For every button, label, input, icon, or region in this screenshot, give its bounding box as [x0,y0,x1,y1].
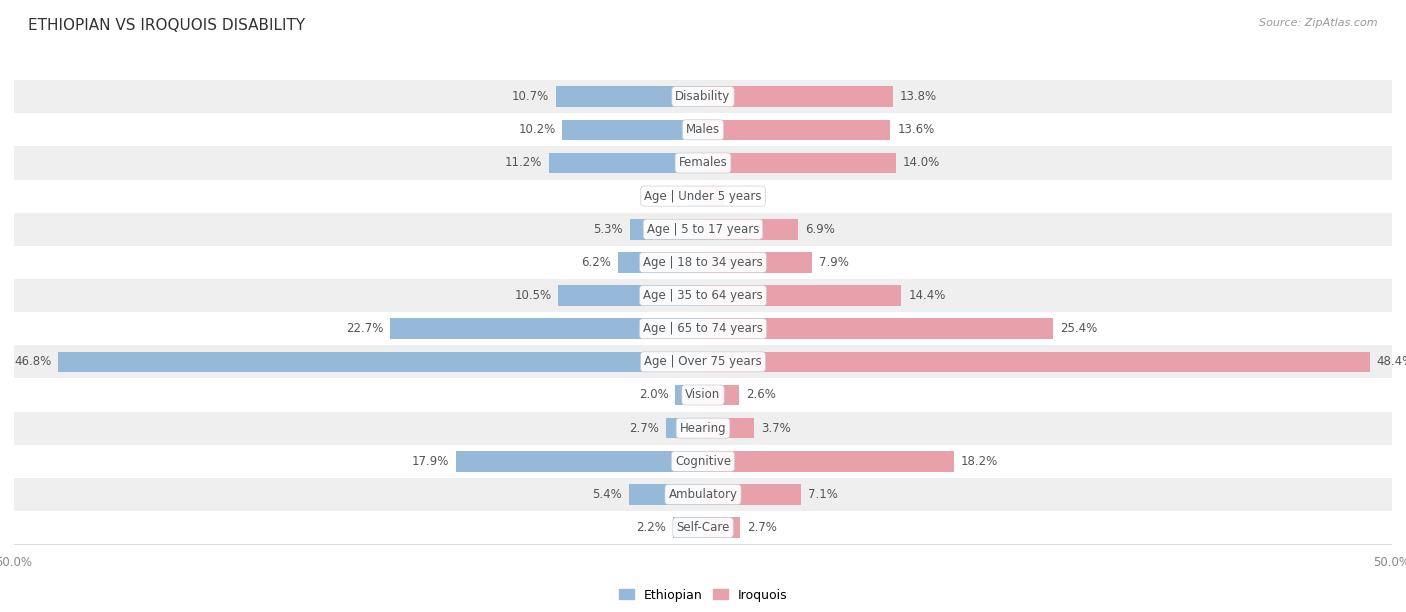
Text: 6.2%: 6.2% [581,256,610,269]
Bar [558,285,703,306]
Text: Vision: Vision [685,389,721,401]
Text: 46.8%: 46.8% [14,356,51,368]
Bar [14,411,1392,445]
Bar [617,252,703,273]
Text: 2.6%: 2.6% [745,389,776,401]
Text: Age | 35 to 64 years: Age | 35 to 64 years [643,289,763,302]
Text: Self-Care: Self-Care [676,521,730,534]
Bar [675,385,703,405]
Text: ETHIOPIAN VS IROQUOIS DISABILITY: ETHIOPIAN VS IROQUOIS DISABILITY [28,18,305,34]
Text: 14.0%: 14.0% [903,157,941,170]
Bar [14,279,1392,312]
Bar [555,86,703,107]
Bar [14,212,1392,246]
Text: 3.7%: 3.7% [761,422,790,435]
Text: 48.4%: 48.4% [1376,356,1406,368]
Bar [14,511,1392,544]
Bar [703,517,740,538]
Bar [391,318,703,339]
Text: 7.9%: 7.9% [818,256,849,269]
Bar [628,484,703,505]
Bar [703,318,1053,339]
Text: 22.7%: 22.7% [346,322,384,335]
Bar [14,246,1392,279]
Text: 13.8%: 13.8% [900,90,938,103]
Bar [703,186,724,206]
Bar [688,186,703,206]
Text: 5.4%: 5.4% [592,488,621,501]
Bar [562,119,703,140]
Text: 10.5%: 10.5% [515,289,551,302]
Bar [703,484,801,505]
Text: 14.4%: 14.4% [908,289,946,302]
Bar [14,378,1392,411]
Bar [58,351,703,372]
Bar [14,312,1392,345]
Bar [14,146,1392,179]
Text: Cognitive: Cognitive [675,455,731,468]
Text: Ambulatory: Ambulatory [668,488,738,501]
Text: 2.7%: 2.7% [747,521,778,534]
Text: Disability: Disability [675,90,731,103]
Text: Age | 18 to 34 years: Age | 18 to 34 years [643,256,763,269]
Legend: Ethiopian, Iroquois: Ethiopian, Iroquois [614,584,792,606]
Text: 1.1%: 1.1% [651,190,681,203]
Bar [703,418,754,438]
Bar [703,385,738,405]
Text: 2.0%: 2.0% [638,389,669,401]
Text: Age | Over 75 years: Age | Over 75 years [644,356,762,368]
Bar [457,451,703,472]
Bar [703,86,893,107]
Text: 10.2%: 10.2% [519,123,555,136]
Bar [703,451,953,472]
Text: Source: ZipAtlas.com: Source: ZipAtlas.com [1260,18,1378,28]
Bar [703,351,1369,372]
Text: Age | Under 5 years: Age | Under 5 years [644,190,762,203]
Bar [703,219,799,239]
Bar [14,445,1392,478]
Text: 2.2%: 2.2% [636,521,666,534]
Bar [703,252,811,273]
Text: 1.5%: 1.5% [731,190,761,203]
Bar [548,152,703,173]
Text: 25.4%: 25.4% [1060,322,1097,335]
Text: 11.2%: 11.2% [505,157,541,170]
Text: 2.7%: 2.7% [628,422,659,435]
Text: 6.9%: 6.9% [806,223,835,236]
Text: 17.9%: 17.9% [412,455,450,468]
Bar [14,80,1392,113]
Text: Age | 65 to 74 years: Age | 65 to 74 years [643,322,763,335]
Text: Age | 5 to 17 years: Age | 5 to 17 years [647,223,759,236]
Bar [630,219,703,239]
Text: 13.6%: 13.6% [897,123,935,136]
Text: Males: Males [686,123,720,136]
Text: Hearing: Hearing [679,422,727,435]
Bar [703,119,890,140]
Bar [666,418,703,438]
Text: 18.2%: 18.2% [960,455,998,468]
Text: 7.1%: 7.1% [807,488,838,501]
Bar [14,478,1392,511]
Text: 10.7%: 10.7% [512,90,548,103]
Text: 5.3%: 5.3% [593,223,623,236]
Bar [672,517,703,538]
Bar [14,179,1392,212]
Bar [14,113,1392,146]
Bar [703,285,901,306]
Bar [703,152,896,173]
Text: Females: Females [679,157,727,170]
Bar [14,345,1392,378]
